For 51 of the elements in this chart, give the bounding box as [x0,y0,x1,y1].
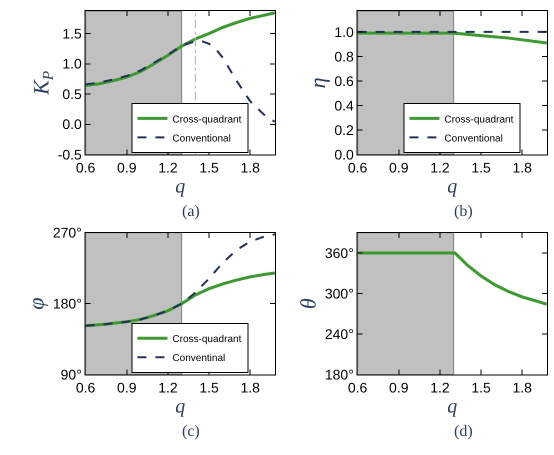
y-axis-title: θ [296,298,321,310]
x-tick-label: 0.9 [389,159,409,176]
y-tick-label: 0.0 [62,116,82,132]
y-tick-label: 0.8 [334,48,354,64]
y-tick-label: 1.0 [334,24,354,40]
y-axis-title: φ [24,298,49,310]
x-tick-label: 0.9 [389,379,409,396]
line-series [358,252,547,306]
x-axis-title: q [447,395,458,418]
y-tick-label: 0.4 [334,97,354,114]
y-tick-label: 270° [52,224,82,241]
x-tick-label: 1.8 [240,379,260,396]
legend-label: Cross-quadrant [172,334,242,346]
x-tick-label: 1.8 [512,159,532,176]
legend-label: Conventional [172,133,231,144]
y-axis-title: η [305,77,330,88]
text: (d) [454,423,473,440]
x-tick-label: 0.9 [117,159,137,176]
y-tick-label: 0.6 [334,72,354,89]
x-tick-label: 1.5 [471,379,492,396]
text: (b) [454,203,473,220]
legend-label: Conventional [444,133,503,144]
y-tick-label: 0.5 [62,86,82,102]
x-tick-label: 1.2 [158,379,178,396]
legend-label: Conventinal [172,353,226,364]
x-tick-label: 1.5 [199,159,220,176]
x-tick-label: 0.9 [117,379,137,396]
x-tick-label: 1.2 [158,159,178,176]
x-axis-title: q [447,175,458,198]
y-tick-label: 240° [324,326,354,342]
line-series [86,40,275,123]
y-tick-label: 1.0 [62,56,82,72]
y-tick-label: 1.5 [62,25,82,42]
y-tick-label: 360° [324,244,354,261]
x-tick-label: 1.5 [199,379,220,396]
x-axis-title: q [175,395,186,418]
line-series [358,32,547,44]
x-tick-label: 1.2 [430,379,450,396]
x-tick-label: 1.8 [512,379,532,396]
legend-label: Cross-quadrant [172,114,242,126]
text: (c) [182,423,200,440]
x-axis-title: q [175,175,186,198]
line-series [86,233,275,327]
x-tick-label: 1.2 [430,159,450,176]
x-tick-label: 1.8 [240,159,260,176]
text: (a) [182,203,200,220]
y-tick-label: 180° [52,296,82,312]
y-tick-label: 0.2 [334,122,354,138]
legend-label: Cross-quadrant [444,114,514,126]
x-tick-label: 1.5 [471,159,492,176]
y-tick-label: 300° [324,285,354,302]
